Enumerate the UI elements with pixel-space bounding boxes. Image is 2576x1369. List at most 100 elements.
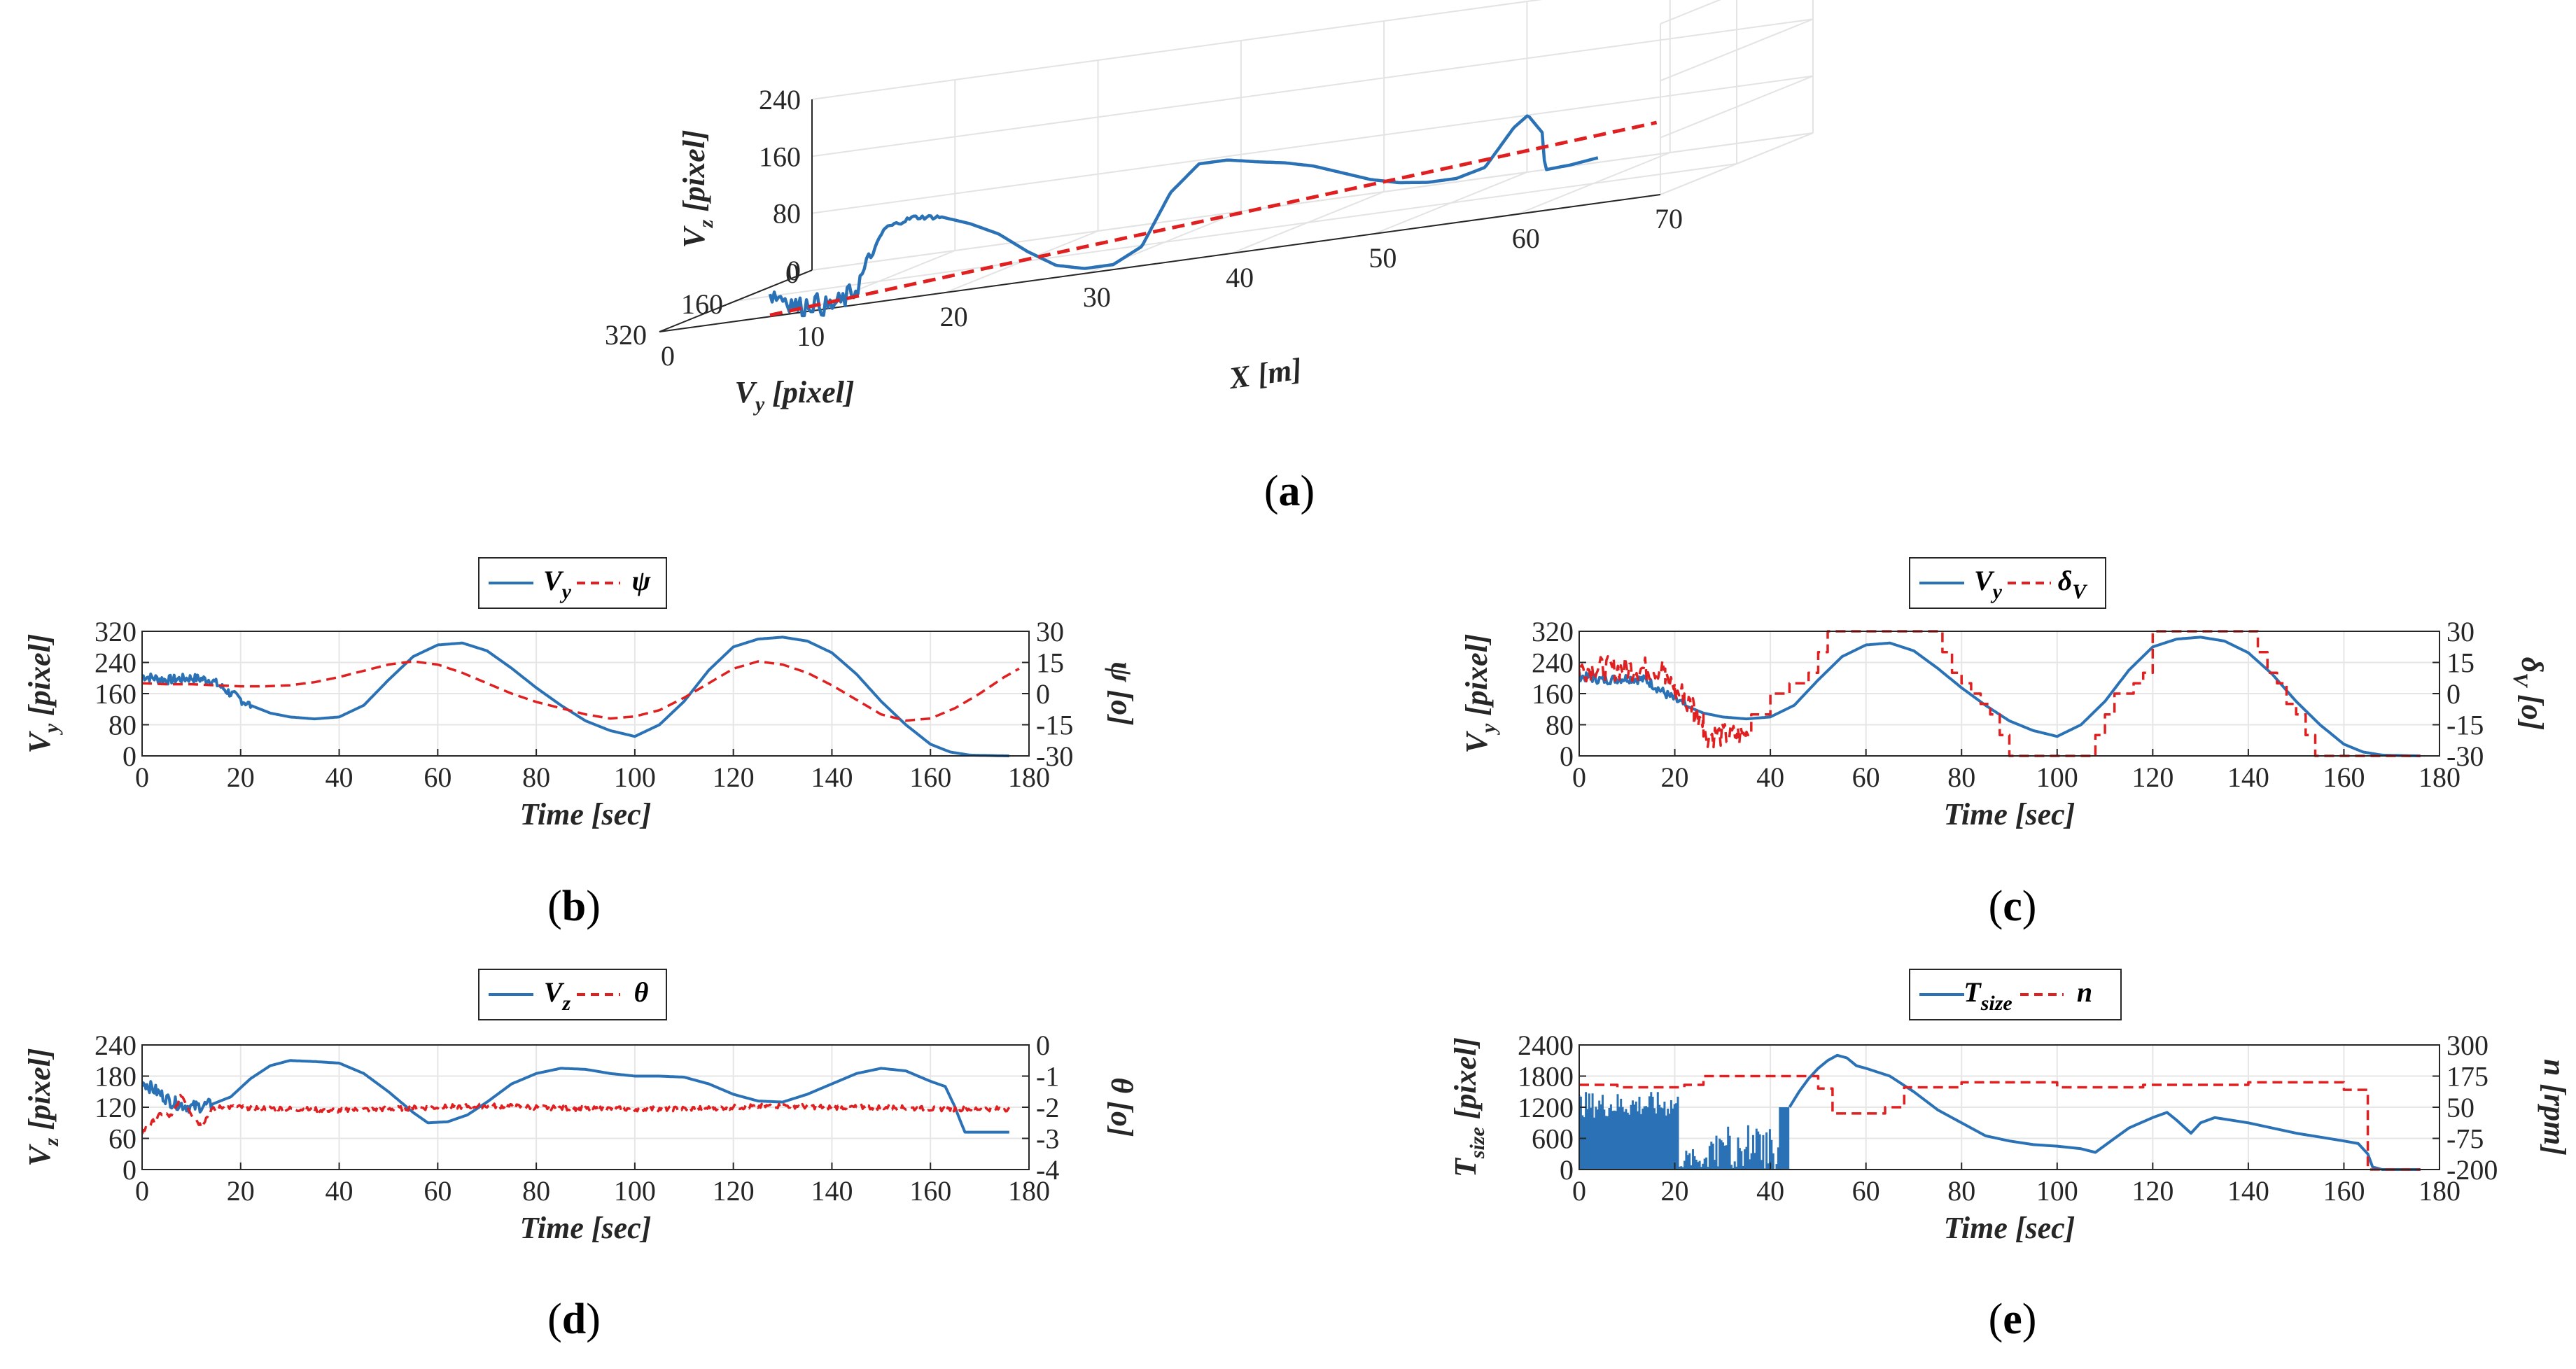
x-tick-label: 80 [522,761,550,793]
panel-d-chart: 0 20 40 60 80 100 120 140 160 180060120180240-4-3… [22,969,1139,1245]
panel-c-chart: 0 20 40 60 80 100 120 140 160 180080160240320-30-… [1460,557,2549,831]
y-axis-label: Vy [pixel] [735,375,855,416]
caption-d: (d) [547,1296,601,1343]
x-tick-label: 180 [1008,761,1050,793]
x-tick-label: 0 [661,340,675,372]
x-tick-label: 140 [2227,1175,2269,1207]
y2-tick-label: -200 [2446,1154,2498,1186]
y2-tick-label: 30 [1036,616,1064,647]
x-tick-label: 10 [797,321,825,352]
legend: Vy δV [1909,557,2106,609]
legend-label-1: Tsize [1963,976,2012,1015]
y-tick-label: 320 [605,319,647,351]
x-tick-label: 40 [1756,1175,1784,1207]
x-axis-label: Time [sec] [520,1211,652,1245]
z-tick-label: 0 [787,255,801,286]
panel-e-chart: 0 20 40 60 80 100 120 140 160 1800600120018002400… [1448,969,2572,1245]
y2-tick-label: 0 [2446,678,2460,710]
x-tick-label: 60 [1512,223,1540,254]
reference-line-3d [769,120,1658,317]
x-axis-label: Time [sec] [1944,1211,2076,1245]
y-tick-label: 80 [108,710,136,741]
y2-tick-label: -15 [1036,710,1073,741]
x-tick-label: 160 [909,1175,951,1207]
x-tick-label: 20 [227,1175,255,1207]
x-tick-label: 20 [227,761,255,793]
legend: Vz θ [478,969,667,1020]
grid3d-line [1660,0,1721,24]
y-tick-label: 0 [1560,1154,1574,1186]
x-tick-label: 20 [1661,761,1689,793]
y2-tick-label: -2 [1036,1092,1059,1123]
y2-tick-label: -30 [1036,740,1073,772]
y-tick-label: 320 [94,616,136,647]
y2-tick-label: 30 [2446,616,2474,647]
series-line--right [142,1093,1011,1135]
y2-axis-label: n [rpm] [2538,1059,2572,1156]
legend-label-2: ψ [632,565,651,596]
grid3d-line [811,0,1543,100]
legend-label-1: Vy [543,565,572,603]
legend: Vy ψ [478,557,667,609]
x-tick-label: 60 [424,1175,451,1207]
z-axis-label: Vz [pixel] [677,129,718,248]
grid3d-line [811,75,1814,214]
series-group [1579,1053,2421,1171]
x-tick-label: 40 [1756,761,1784,793]
x-tick-label: 100 [614,1175,656,1207]
series-line-v-right [1579,630,2421,757]
y-tick-label: 2400 [1518,1030,1574,1061]
legend-box [478,969,667,1020]
y2-tick-label: 15 [1036,647,1064,679]
y2-tick-label: -3 [1036,1123,1059,1155]
y2-axis-label: ψ [o] [1105,661,1139,726]
caption-b: (b) [547,883,601,930]
series-group [142,636,1020,757]
x-tick-label: 20 [940,301,968,332]
y2-tick-label: -30 [2446,740,2484,772]
x-tick-label: 180 [1008,1175,1050,1207]
z-tick-label: 160 [759,141,801,172]
grid3d-line [735,163,1737,302]
x-tick-label: 140 [811,761,853,793]
y-tick-label: 60 [108,1123,136,1155]
caption-a: (a) [1264,468,1315,515]
y-tick-label: 160 [1532,678,1574,710]
y-axis-label: Vy [pixel] [1460,634,1500,754]
x-tick-label: 100 [2036,1175,2078,1207]
x-tick-label: 40 [326,761,354,793]
panel-b-chart: 0 20 40 60 80 100 120 140 160 180080160240320-30-… [22,557,1139,831]
legend-label-1: Vy [1974,565,2003,603]
y-tick-label: 240 [94,1030,136,1061]
x-tick-label: 70 [1655,203,1683,234]
x-tick-label: 100 [614,761,656,793]
tsize-spikes [1579,1092,1790,1170]
caption-e: (e) [1989,1296,2037,1343]
legend-label-1: Vz [544,976,571,1015]
x-axis-label: X [m] [1226,351,1304,395]
y-tick-label: 1800 [1518,1061,1574,1093]
y2-tick-label: 175 [2446,1061,2488,1093]
x-tick-label: 60 [424,761,451,793]
y-tick-label: 160 [681,288,723,320]
y2-axis-label: θ [o] [1105,1077,1139,1137]
x-axis-label: Time [sec] [1944,797,2076,831]
y-tick-label: 240 [1532,647,1574,679]
y2-tick-label: -75 [2446,1123,2484,1155]
z-tick-label: 240 [759,84,801,115]
series-line-n-right [1579,1074,2421,1171]
y2-tick-label: -15 [2446,710,2484,741]
x-tick-label: 80 [522,1175,550,1207]
y2-tick-label: 15 [2446,647,2474,679]
y-axis-label: Vy [pixel] [22,634,63,754]
grid3d-line [811,132,1814,271]
x-axis-label: Time [sec] [520,797,652,831]
legend-label-2: δV [2058,565,2089,603]
series-line--right [142,660,1020,722]
x-tick-label: 60 [1852,1175,1880,1207]
x-tick-label: 180 [2418,761,2460,793]
y-tick-label: 120 [94,1092,136,1123]
x-tick-label: 0 [135,1175,149,1207]
y2-tick-label: 0 [1036,678,1050,710]
